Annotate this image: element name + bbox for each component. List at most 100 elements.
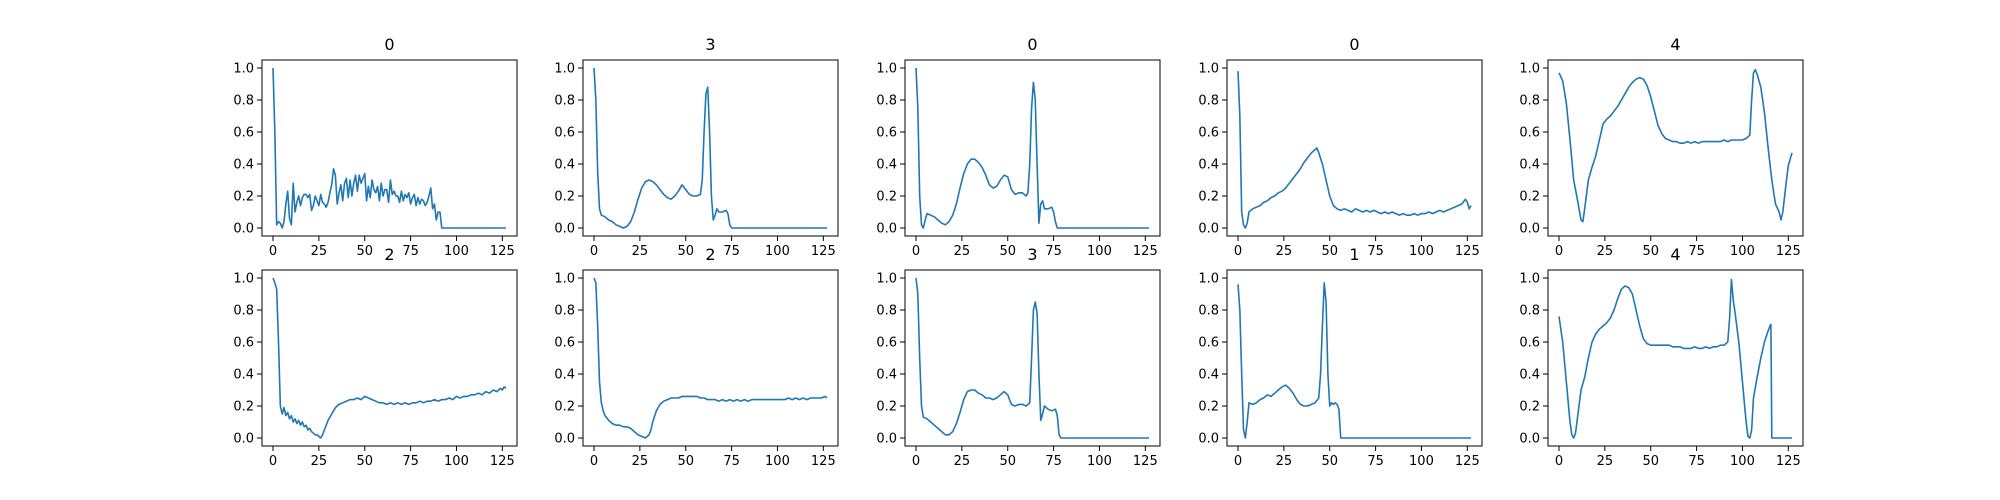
x-tick-label: 100	[1409, 244, 1434, 259]
x-tick-label: 25	[632, 454, 649, 469]
x-tick-label: 0	[1555, 454, 1563, 469]
subplot-title: 4	[1670, 35, 1680, 54]
series-line	[1558, 68, 1793, 223]
x-tick-label: 0	[269, 244, 277, 259]
y-tick-label: 0.0	[1198, 222, 1219, 237]
y-tick-label: 0.4	[876, 158, 897, 173]
x-tick-label: 0	[269, 454, 277, 469]
y-tick-label: 1.0	[233, 272, 254, 287]
x-tick-label: 25	[1276, 454, 1293, 469]
y-tick-label: 0.6	[876, 336, 897, 351]
y-tick-label: 0.0	[554, 222, 575, 237]
x-tick-label: 50	[1321, 454, 1338, 469]
y-tick-label: 0.4	[233, 368, 254, 383]
y-tick-label: 0.8	[233, 304, 254, 319]
x-tick-label: 25	[632, 244, 649, 259]
axes-frame	[582, 59, 839, 237]
subplot-9: 4 0 25 50 75 100 125 0.0 0.2 0.4 0.6 0.8 1.0	[1519, 245, 1804, 469]
y-tick-label: 0.0	[876, 432, 897, 447]
x-tick-label: 50	[356, 244, 373, 259]
subplot-6: 2 0 25 50 75 100 125 0.0 0.2 0.4 0.6 0.8 1.0	[554, 245, 839, 469]
y-tick-label: 0.0	[233, 222, 254, 237]
subplot-4: 4 0 25 50 75 100 125 0.0 0.2 0.4 0.6 0.8 1.0	[1519, 35, 1804, 259]
x-tick-label: 50	[356, 454, 373, 469]
x-tick-label: 25	[954, 244, 971, 259]
x-tick-label: 75	[1045, 244, 1062, 259]
y-tick-label: 0.2	[233, 190, 254, 205]
x-tick-label: 125	[811, 244, 836, 259]
y-tick-label: 0.2	[876, 400, 897, 415]
x-tick-label: 50	[1321, 244, 1338, 259]
subplot-title: 0	[1349, 35, 1359, 54]
x-tick-label: 125	[1776, 454, 1801, 469]
y-tick-label: 0.2	[233, 400, 254, 415]
x-tick-label: 75	[402, 244, 419, 259]
y-tick-label: 0.4	[1519, 158, 1540, 173]
y-tick-label: 1.0	[1198, 272, 1219, 287]
x-tick-label: 0	[1555, 244, 1563, 259]
x-tick-label: 50	[1642, 454, 1659, 469]
y-tick-label: 0.0	[233, 432, 254, 447]
x-tick-label: 0	[912, 244, 920, 259]
x-tick-label: 25	[1597, 454, 1614, 469]
x-tick-label: 75	[723, 244, 740, 259]
axes-frame	[1226, 59, 1483, 237]
subplot-5: 2 0 25 50 75 100 125 0.0 0.2 0.4 0.6 0.8 1.0	[233, 245, 518, 469]
y-tick-label: 0.8	[233, 94, 254, 109]
y-tick-label: 0.8	[876, 304, 897, 319]
y-tick-label: 1.0	[233, 62, 254, 77]
y-tick-label: 0.0	[1198, 432, 1219, 447]
subplot-title: 3	[705, 35, 715, 54]
x-tick-label: 50	[999, 244, 1016, 259]
y-tick-label: 0.6	[233, 336, 254, 351]
y-tick-label: 0.6	[1198, 126, 1219, 141]
subplot-title: 0	[384, 35, 394, 54]
x-tick-label: 125	[1133, 454, 1158, 469]
y-tick-label: 0.8	[876, 94, 897, 109]
subplot-title: 2	[705, 245, 715, 264]
x-tick-label: 125	[811, 454, 836, 469]
subplot-title: 3	[1027, 245, 1037, 264]
series-line	[915, 277, 1149, 439]
axes-frame	[1547, 59, 1804, 237]
y-tick-label: 0.2	[554, 190, 575, 205]
y-tick-label: 0.2	[1198, 400, 1219, 415]
subplot-0: 0 0 25 50 75 100 125 0.0 0.2 0.4 0.6 0.8 1.0	[233, 35, 518, 259]
x-tick-label: 25	[311, 454, 328, 469]
y-tick-label: 1.0	[1519, 272, 1540, 287]
y-tick-label: 0.4	[1198, 158, 1219, 173]
y-tick-label: 0.8	[1519, 304, 1540, 319]
x-tick-label: 0	[1234, 454, 1242, 469]
x-tick-label: 50	[677, 454, 694, 469]
x-tick-label: 100	[1730, 454, 1755, 469]
subplot-3: 0 0 25 50 75 100 125 0.0 0.2 0.4 0.6 0.8 1.0	[1198, 35, 1483, 259]
y-tick-label: 0.6	[233, 126, 254, 141]
series-line	[1237, 282, 1471, 439]
y-tick-label: 0.8	[1198, 304, 1219, 319]
subplot-title: 2	[384, 245, 394, 264]
x-tick-label: 75	[1688, 244, 1705, 259]
y-tick-label: 0.2	[554, 400, 575, 415]
axes-frame	[1547, 269, 1804, 447]
y-tick-label: 1.0	[554, 62, 575, 77]
y-tick-label: 0.6	[1519, 336, 1540, 351]
y-tick-label: 0.8	[554, 304, 575, 319]
x-tick-label: 75	[1367, 454, 1384, 469]
y-tick-label: 0.2	[876, 190, 897, 205]
y-tick-label: 0.4	[554, 368, 575, 383]
y-tick-label: 0.0	[1519, 222, 1540, 237]
axes-frame	[904, 269, 1161, 447]
x-tick-label: 100	[1087, 244, 1112, 259]
y-tick-label: 0.8	[1198, 94, 1219, 109]
y-tick-label: 0.0	[876, 222, 897, 237]
x-tick-label: 75	[1688, 454, 1705, 469]
subplot-title: 1	[1349, 245, 1359, 264]
y-tick-label: 0.4	[876, 368, 897, 383]
x-tick-label: 125	[490, 244, 515, 259]
y-tick-label: 0.6	[554, 126, 575, 141]
x-tick-label: 25	[1276, 244, 1293, 259]
y-tick-label: 0.8	[1519, 94, 1540, 109]
x-tick-label: 100	[1409, 454, 1434, 469]
x-tick-label: 25	[1597, 244, 1614, 259]
x-tick-label: 50	[1642, 244, 1659, 259]
